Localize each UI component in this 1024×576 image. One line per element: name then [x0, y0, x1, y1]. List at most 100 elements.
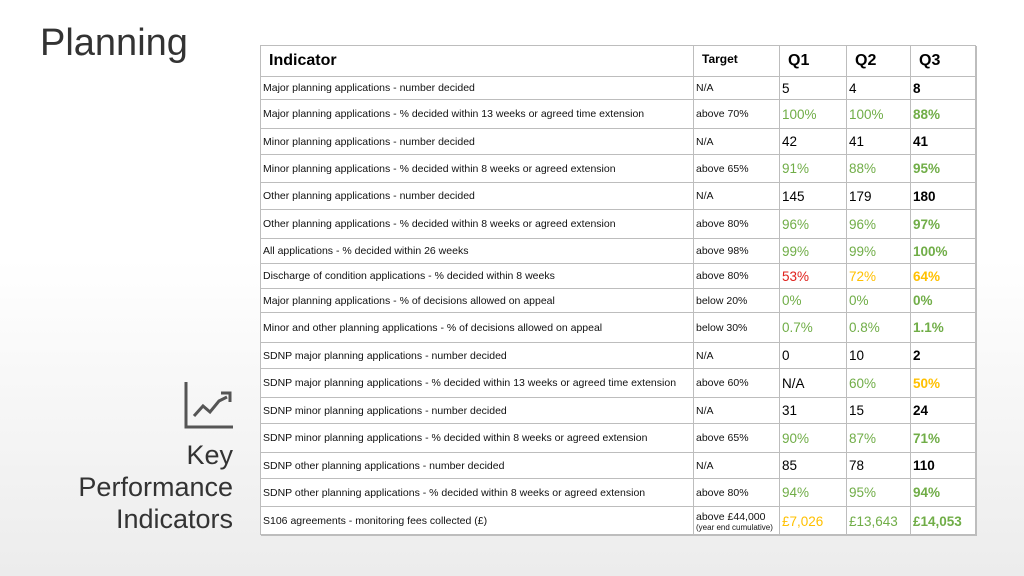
target-cell: above 65% [694, 424, 780, 453]
indicator-cell: Discharge of condition applications - % … [261, 264, 694, 289]
target-cell: N/A [694, 453, 780, 479]
quarter-value: 10 [847, 343, 911, 369]
side-label: Indicators [115, 504, 233, 534]
indicator-cell: S106 agreements - monitoring fees collec… [261, 507, 694, 536]
quarter-value: 100% [780, 100, 847, 129]
target-text: above 98% [696, 245, 749, 257]
indicator-cell: Major planning applications - % of decis… [261, 289, 694, 313]
target-cell: above 80% [694, 479, 780, 507]
quarter-value: 50% [911, 369, 977, 398]
target-text: above 80% [696, 486, 749, 499]
target-text: above 60% [696, 377, 749, 389]
quarter-value: 91% [780, 155, 847, 183]
quarter-value: 0% [780, 289, 847, 313]
quarter-value: 179 [847, 183, 911, 210]
target-text: above 70% [696, 108, 749, 120]
quarter-value: 41 [911, 129, 977, 155]
kpi-table: Indicator Target Q1 Q2 Q3 Major planning appl… [260, 45, 977, 536]
quarter-value: 8 [911, 77, 977, 100]
target-cell: above 98% [694, 239, 780, 264]
quarter-value: 24 [911, 398, 977, 424]
quarter-value: 180 [911, 183, 977, 210]
quarter-value: 100% [911, 239, 977, 264]
quarter-value: £14,053 [911, 507, 977, 536]
indicator-cell: SDNP other planning applications - % dec… [261, 479, 694, 507]
quarter-value: N/A [780, 369, 847, 398]
quarter-value: 96% [780, 210, 847, 239]
quarter-value: 2 [911, 343, 977, 369]
quarter-value: 41 [847, 129, 911, 155]
header-cell: Q2 [847, 46, 911, 77]
quarter-value: 88% [847, 155, 911, 183]
side-label: Key [186, 440, 233, 470]
quarter-value: 53% [780, 264, 847, 289]
quarter-value: 0% [911, 289, 977, 313]
target-cell: below 20% [694, 289, 780, 313]
quarter-value: 85 [780, 453, 847, 479]
side-label: Performance [78, 472, 233, 502]
slide-title: Planning [40, 22, 188, 64]
quarter-value: 88% [911, 100, 977, 129]
target-text: above 65% [696, 162, 749, 175]
target-text: N/A [696, 82, 714, 94]
quarter-value: 94% [780, 479, 847, 507]
quarter-value: £13,643 [847, 507, 911, 536]
target-cell: above 80% [694, 264, 780, 289]
target-text: below 30% [696, 321, 748, 334]
quarter-value: 100% [847, 100, 911, 129]
quarter-value: 96% [847, 210, 911, 239]
indicator-cell: Other planning applications - number dec… [261, 183, 694, 210]
header-cell: Q3 [911, 46, 977, 77]
target-text: above 80% [696, 270, 749, 282]
indicator-cell: Minor planning applications - number dec… [261, 129, 694, 155]
quarter-value: 95% [911, 155, 977, 183]
quarter-value: 95% [847, 479, 911, 507]
target-note: (year end cumulative) [696, 522, 773, 532]
quarter-value: 145 [780, 183, 847, 210]
target-cell: above 70% [694, 100, 780, 129]
quarter-value: 97% [911, 210, 977, 239]
target-cell: below 30% [694, 313, 780, 343]
quarter-value: 64% [911, 264, 977, 289]
quarter-value: 0% [847, 289, 911, 313]
quarter-value: 72% [847, 264, 911, 289]
target-text: below 20% [696, 294, 748, 307]
target-cell: N/A [694, 129, 780, 155]
header-cell: Indicator [261, 46, 694, 77]
quarter-value: 15 [847, 398, 911, 424]
quarter-value: 42 [780, 129, 847, 155]
chart-icon [184, 382, 233, 429]
indicator-cell: SDNP other planning applications - numbe… [261, 453, 694, 479]
target-text: N/A [696, 135, 714, 148]
target-cell: N/A [694, 398, 780, 424]
target-cell: above £44,000 (year end cumulative) [694, 507, 780, 536]
target-text: above 80% [696, 218, 749, 230]
quarter-value: 78 [847, 453, 911, 479]
target-text: above £44,000 [696, 510, 766, 523]
quarter-value: 99% [780, 239, 847, 264]
quarter-value: 60% [847, 369, 911, 398]
quarter-value: 110 [911, 453, 977, 479]
quarter-value: 90% [780, 424, 847, 453]
target-text: N/A [696, 459, 714, 472]
quarter-value: 5 [780, 77, 847, 100]
indicator-cell: Minor and other planning applications - … [261, 313, 694, 343]
header-cell: Q1 [780, 46, 847, 77]
indicator-cell: Major planning applications - number dec… [261, 77, 694, 100]
indicator-cell: Minor planning applications - % decided … [261, 155, 694, 183]
quarter-value: £7,026 [780, 507, 847, 536]
indicator-cell: SDNP minor planning applications - % dec… [261, 424, 694, 453]
quarter-value: 31 [780, 398, 847, 424]
indicator-cell: SDNP minor planning applications - numbe… [261, 398, 694, 424]
quarter-value: 87% [847, 424, 911, 453]
indicator-cell: Other planning applications - % decided … [261, 210, 694, 239]
target-cell: N/A [694, 183, 780, 210]
target-cell: above 60% [694, 369, 780, 398]
target-cell: above 65% [694, 155, 780, 183]
target-text: above 65% [696, 432, 749, 444]
target-cell: above 80% [694, 210, 780, 239]
header-cell: Target [694, 46, 780, 77]
target-cell: N/A [694, 77, 780, 100]
quarter-value: 94% [911, 479, 977, 507]
